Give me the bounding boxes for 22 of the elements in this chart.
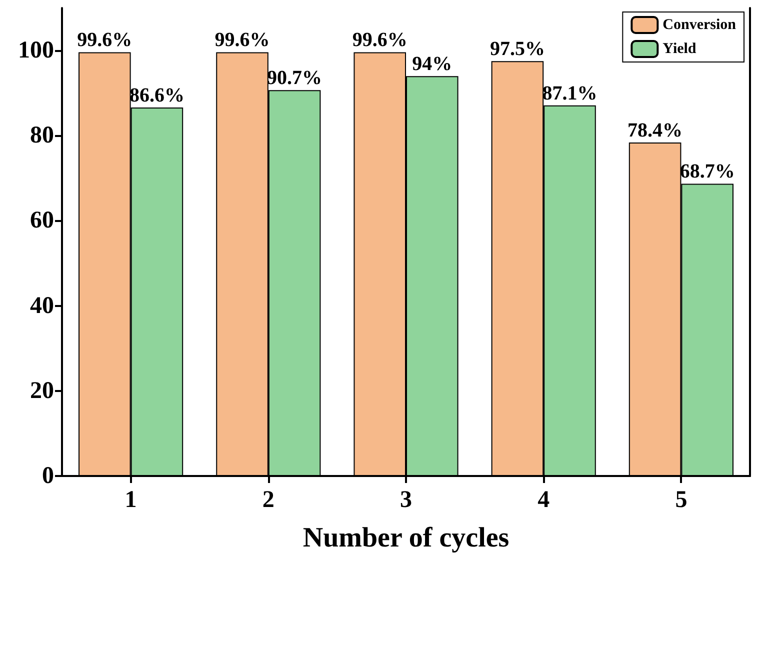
y-tick-label: 20 xyxy=(30,378,54,404)
x-tick-label: 4 xyxy=(538,487,550,513)
legend-label: Yield xyxy=(662,41,697,57)
x-axis-title: Number of cycles xyxy=(302,522,510,554)
y-tick-label: 60 xyxy=(30,208,54,234)
y-tick-label: 40 xyxy=(30,292,54,319)
legend-label: Conversion xyxy=(662,17,737,33)
data-label: 87.1% xyxy=(542,82,598,104)
data-label: 99.6% xyxy=(214,29,270,52)
data-label: 99.6% xyxy=(352,29,408,52)
x-tick-label: 5 xyxy=(675,487,688,513)
data-label: 97.5% xyxy=(490,38,545,60)
x-tick-label: 3 xyxy=(400,487,412,513)
data-label: 68.7% xyxy=(680,160,735,183)
data-label: 78.4% xyxy=(628,119,683,142)
data-label: 99.6% xyxy=(77,29,132,52)
y-tick-label: 100 xyxy=(18,38,54,64)
y-tick-label: 0 xyxy=(42,463,54,489)
x-tick-label: 1 xyxy=(124,487,137,513)
x-tick-label: 2 xyxy=(262,487,274,513)
y-tick-label: 80 xyxy=(30,122,54,149)
data-label: 94% xyxy=(412,53,452,76)
